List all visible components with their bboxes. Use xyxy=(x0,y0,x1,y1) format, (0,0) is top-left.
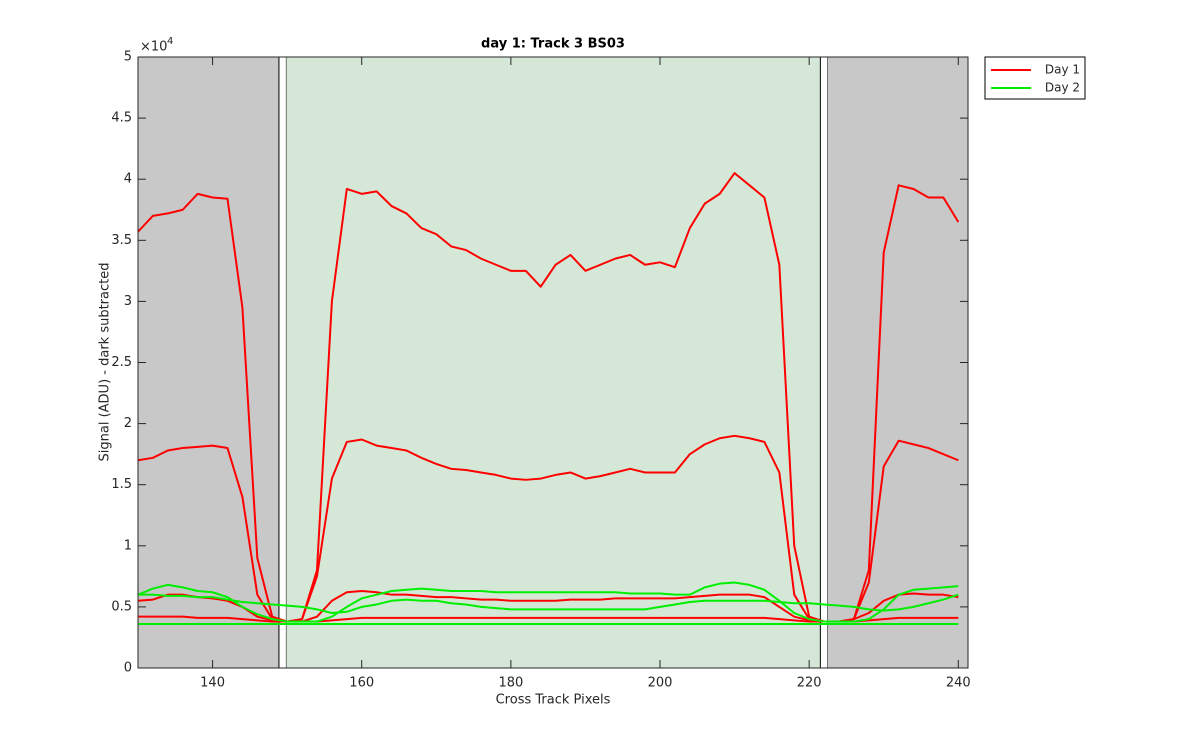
x-tick-label: 180 xyxy=(498,676,523,691)
region xyxy=(278,56,287,669)
region xyxy=(286,57,821,668)
x-tick-label: 160 xyxy=(349,676,374,691)
y-tick-label: 2.5 xyxy=(111,355,132,370)
series-line xyxy=(138,593,959,615)
legend: Day 1 Day 2 xyxy=(984,56,1086,100)
region xyxy=(827,57,968,668)
region xyxy=(819,56,829,669)
y-tick-label: 3.5 xyxy=(111,233,132,248)
y-tick-label: 5 xyxy=(124,50,132,65)
y-tick-label: 2 xyxy=(124,416,132,431)
y-tick-label: 0 xyxy=(124,661,132,676)
y-axis-label: Signal (ADU) - dark subtracted xyxy=(98,263,113,462)
y-tick-label: 4.5 xyxy=(111,111,132,126)
y-tick-label: 1 xyxy=(124,538,132,553)
regions xyxy=(138,56,968,669)
y-multiplier-power: 4 xyxy=(167,36,173,47)
legend-label: Day 2 xyxy=(1045,81,1080,95)
legend-box xyxy=(984,56,1086,100)
legend-label: Day 1 xyxy=(1045,63,1080,77)
y-tick-label: 0.5 xyxy=(111,599,132,614)
series-line xyxy=(137,581,959,623)
x-tick-label: 240 xyxy=(946,676,971,691)
axes: 140 160 180 200 220 240 0 0.5 1 1.5 2 2.5 3 3.5 4 4.5 5 xyxy=(111,50,970,691)
y-tick-label: 4 xyxy=(124,172,132,187)
y-tick-label: 3 xyxy=(124,294,132,309)
region xyxy=(138,57,279,668)
x-tick-label: 140 xyxy=(200,676,225,691)
x-tick-label: 200 xyxy=(648,676,673,691)
y-tick-label: 1.5 xyxy=(111,477,132,492)
lines xyxy=(137,172,960,626)
y-multiplier: ×10 xyxy=(140,40,167,55)
x-tick-label: 220 xyxy=(797,676,822,691)
x-axis-label: Cross Track Pixels xyxy=(496,693,611,708)
chart-title: day 1: Track 3 BS03 xyxy=(481,37,625,52)
